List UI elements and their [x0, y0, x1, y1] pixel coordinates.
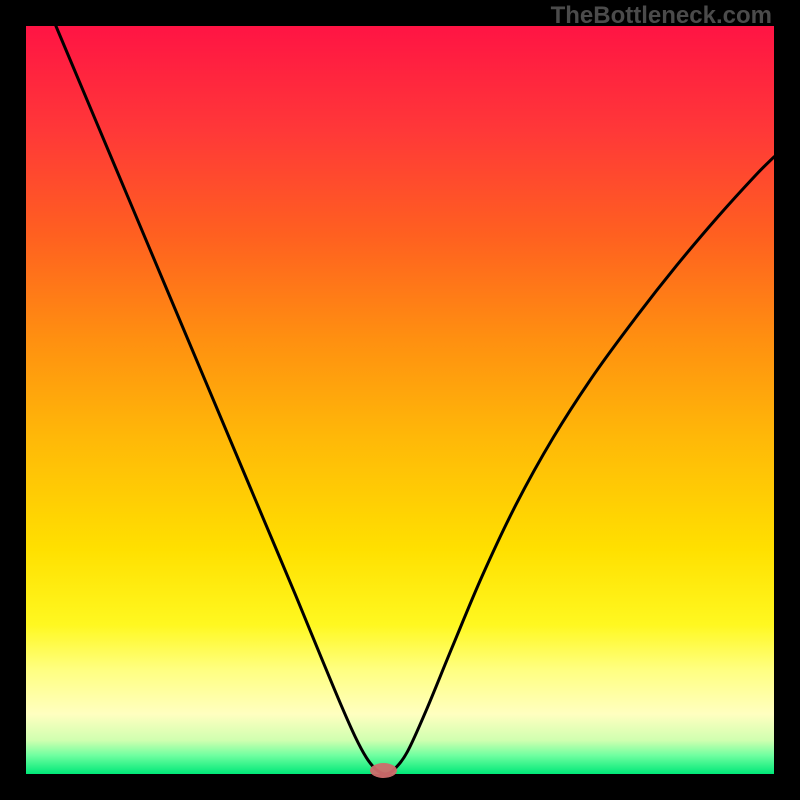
curve-svg	[26, 26, 774, 774]
watermark-text: TheBottleneck.com	[551, 2, 772, 30]
bottleneck-curve	[56, 26, 774, 774]
optimal-marker	[370, 763, 397, 778]
chart-frame: TheBottleneck.com	[0, 0, 800, 800]
plot-area	[26, 26, 774, 774]
